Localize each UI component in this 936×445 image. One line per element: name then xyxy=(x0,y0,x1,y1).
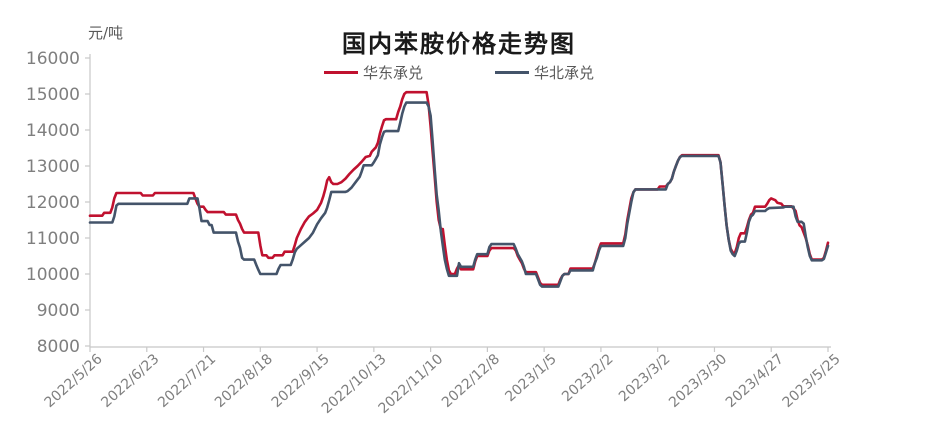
legend-item-north-china: 华北承兑 xyxy=(495,62,594,82)
legend: 华东承兑 华北承兑 xyxy=(90,62,828,82)
series-line-0 xyxy=(88,90,830,287)
x-axis-tick-label: 2022/5/26 xyxy=(42,351,106,411)
y-axis-unit-label: 元/吨 xyxy=(88,24,124,42)
x-axis-tick-label: 2023/3/30 xyxy=(666,351,730,411)
y-axis-tick-label: 11000 xyxy=(26,229,80,249)
x-axis-tick-label: 2023/1/5 xyxy=(502,351,559,405)
x-axis-tick-label: 2022/8/18 xyxy=(212,351,276,411)
x-axis-tick-label: 2022/12/8 xyxy=(439,351,503,411)
y-axis-tick-label: 12000 xyxy=(26,193,80,213)
legend-item-east-china: 华东承兑 xyxy=(323,62,423,82)
x-axis-tick-label: 2023/4/27 xyxy=(723,351,787,411)
series-line-1 xyxy=(88,101,830,288)
legend-label: 华北承兑 xyxy=(534,63,595,82)
y-axis-tick-label: 15000 xyxy=(26,85,80,105)
axis-lines xyxy=(89,54,831,348)
y-axis-tick-label: 9000 xyxy=(37,301,80,321)
legend-line-swatch-red xyxy=(323,70,358,74)
x-axis-tick-label: 2023/2/2 xyxy=(559,351,616,405)
x-axis-tick-label: 2023/3/2 xyxy=(616,351,673,405)
x-axis-tick-label: 2022/6/23 xyxy=(98,351,162,411)
x-axis-tick-label: 2022/7/21 xyxy=(155,351,219,411)
chart-title: 国内苯胺价格走势图 xyxy=(342,30,576,58)
legend-line-swatch-blue xyxy=(495,70,529,74)
y-axis-tick-label: 14000 xyxy=(26,121,80,141)
y-axis-tick-label: 10000 xyxy=(26,265,80,285)
legend-label: 华东承兑 xyxy=(362,63,423,82)
y-axis-tick-label: 13000 xyxy=(26,157,80,177)
y-axis-tick-label: 16000 xyxy=(26,49,80,69)
y-axis-tick-label: 8000 xyxy=(37,337,80,357)
x-axis-tick-label: 2023/5/25 xyxy=(780,351,844,411)
